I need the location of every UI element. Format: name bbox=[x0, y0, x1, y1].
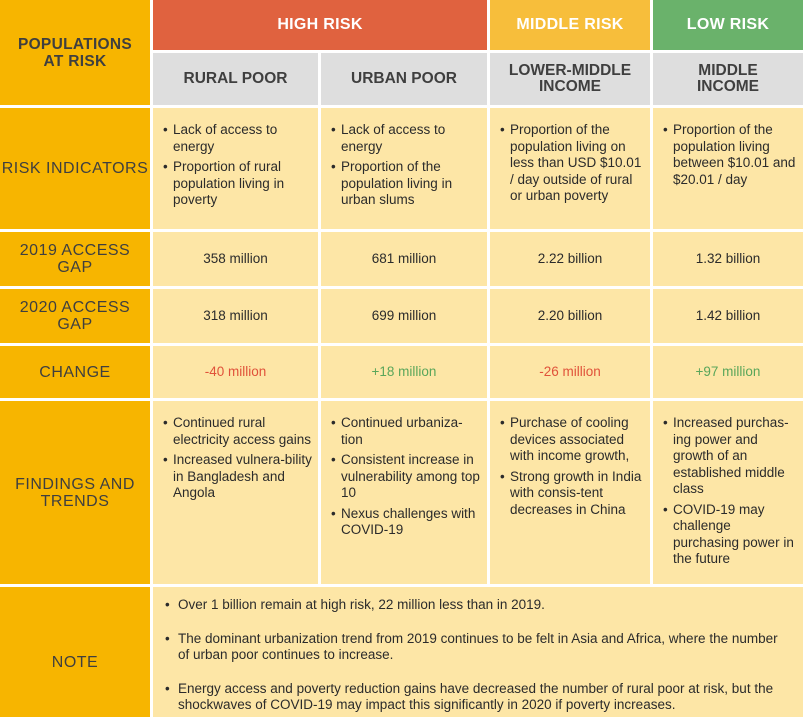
note-panel: Over 1 billion remain at high risk, 22 m… bbox=[153, 587, 803, 717]
note-item: Energy access and poverty reduction gain… bbox=[165, 681, 789, 714]
gap-2020-urban-poor: 699 million bbox=[321, 289, 487, 343]
findings-middle-income: Increased purchas-ing power and growth o… bbox=[653, 401, 803, 584]
gap-2019-urban-poor: 681 million bbox=[321, 232, 487, 286]
subheader-text: RURAL POOR bbox=[183, 70, 288, 87]
gap-2020-rural-poor: 318 million bbox=[153, 289, 318, 343]
value-text: 318 million bbox=[203, 307, 268, 323]
subheader-urban-poor: URBAN POOR bbox=[321, 53, 487, 105]
row-label-2020-access-gap: 2020 ACCESS GAP bbox=[0, 289, 150, 343]
row-label-text: 2020 ACCESS GAP bbox=[19, 299, 131, 333]
subheader-text: LOWER-MIDDLE INCOME bbox=[508, 62, 632, 95]
list-item: Purchase of cooling devices associated w… bbox=[500, 415, 644, 465]
row-label-2019-access-gap: 2019 ACCESS GAP bbox=[0, 232, 150, 286]
value-text: 699 million bbox=[371, 307, 437, 323]
subheader-text: URBAN POOR bbox=[351, 70, 457, 87]
findings-lower-middle-income: Purchase of cooling devices associated w… bbox=[490, 401, 650, 584]
list-item: Increased purchas-ing power and growth o… bbox=[663, 415, 797, 498]
value-text: 681 million bbox=[371, 250, 437, 266]
row-label-text: NOTE bbox=[51, 654, 99, 671]
list-item: Continued rural electricity access gains bbox=[163, 415, 312, 448]
header-middle-risk: MIDDLE RISK bbox=[490, 0, 650, 50]
corner-label-text: POPULATIONS AT RISK bbox=[17, 35, 133, 70]
risk-indicators-lower-middle-income: Proportion of the population living on l… bbox=[490, 108, 650, 229]
value-text: 2.22 billion bbox=[537, 250, 603, 266]
list-item: Proportion of the population living on l… bbox=[500, 122, 644, 205]
gap-2019-rural-poor: 358 million bbox=[153, 232, 318, 286]
list-item: COVID-19 may challenge purchasing power … bbox=[663, 502, 797, 568]
list-item: Lack of access to energy bbox=[163, 122, 312, 155]
change-urban-poor: +18 million bbox=[321, 346, 487, 398]
gap-2020-middle-income: 1.42 billion bbox=[653, 289, 803, 343]
list-item: Lack of access to energy bbox=[331, 122, 481, 155]
row-label-text: CHANGE bbox=[39, 363, 111, 381]
list-item: Proportion of the population living in u… bbox=[331, 159, 481, 209]
change-rural-poor: -40 million bbox=[153, 346, 318, 398]
row-label-findings: FINDINGS AND TRENDS bbox=[0, 401, 150, 584]
value-text: 1.32 billion bbox=[695, 250, 761, 266]
list-item: Consistent increase in vulnerability amo… bbox=[331, 452, 481, 502]
header-low-risk: LOW RISK bbox=[653, 0, 803, 50]
value-text: 1.42 billion bbox=[695, 307, 761, 323]
header-high-risk-text: HIGH RISK bbox=[277, 16, 363, 33]
subheader-lower-middle-income: LOWER-MIDDLE INCOME bbox=[490, 53, 650, 105]
risk-indicators-rural-poor: Lack of access to energy Proportion of r… bbox=[153, 108, 318, 229]
findings-urban-poor: Continued urbaniza-tion Consistent incre… bbox=[321, 401, 487, 584]
row-label-note: NOTE bbox=[0, 587, 150, 717]
subheader-text: MIDDLE INCOME bbox=[697, 62, 759, 95]
change-value: +18 million bbox=[371, 363, 437, 379]
change-value: -40 million bbox=[204, 363, 267, 379]
change-lower-middle-income: -26 million bbox=[490, 346, 650, 398]
value-text: 2.20 billion bbox=[537, 307, 603, 323]
list-item: Nexus challenges with COVID-19 bbox=[331, 506, 481, 539]
risk-indicators-urban-poor: Lack of access to energy Proportion of t… bbox=[321, 108, 487, 229]
row-label-text: RISK INDICATORS bbox=[1, 160, 149, 177]
subheader-middle-income: MIDDLE INCOME bbox=[653, 53, 803, 105]
header-high-risk: HIGH RISK bbox=[153, 0, 487, 50]
note-item: Over 1 billion remain at high risk, 22 m… bbox=[165, 597, 789, 614]
row-label-text: FINDINGS AND TRENDS bbox=[15, 475, 135, 510]
header-low-risk-text: LOW RISK bbox=[686, 16, 770, 33]
gap-2020-lower-middle-income: 2.20 billion bbox=[490, 289, 650, 343]
list-item: Strong growth in India with consis-tent … bbox=[500, 469, 644, 519]
value-text: 358 million bbox=[203, 250, 268, 266]
note-item: The dominant urbanization trend from 201… bbox=[165, 631, 789, 664]
change-value: +97 million bbox=[695, 363, 761, 379]
gap-2019-lower-middle-income: 2.22 billion bbox=[490, 232, 650, 286]
change-value: -26 million bbox=[539, 363, 601, 379]
row-label-risk-indicators: RISK INDICATORS bbox=[0, 108, 150, 229]
list-item: Increased vulnera-bility in Bangladesh a… bbox=[163, 452, 312, 502]
findings-rural-poor: Continued rural electricity access gains… bbox=[153, 401, 318, 584]
change-middle-income: +97 million bbox=[653, 346, 803, 398]
header-middle-risk-text: MIDDLE RISK bbox=[516, 16, 624, 33]
list-item: Proportion of the population living betw… bbox=[663, 122, 797, 188]
risk-indicators-middle-income: Proportion of the population living betw… bbox=[653, 108, 803, 229]
list-item: Continued urbaniza-tion bbox=[331, 415, 481, 448]
gap-2019-middle-income: 1.32 billion bbox=[653, 232, 803, 286]
row-label-change: CHANGE bbox=[0, 346, 150, 398]
subheader-rural-poor: RURAL POOR bbox=[153, 53, 318, 105]
corner-label: POPULATIONS AT RISK bbox=[0, 0, 150, 105]
list-item: Proportion of rural population living in… bbox=[163, 159, 312, 209]
row-label-text: 2019 ACCESS GAP bbox=[19, 242, 131, 276]
